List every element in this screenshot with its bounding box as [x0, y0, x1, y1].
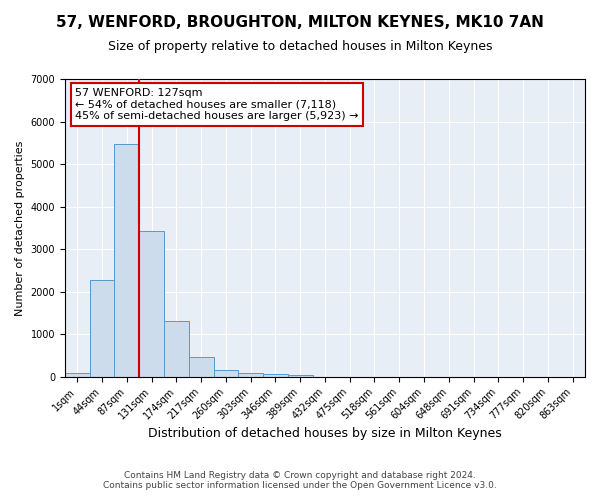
Bar	[139, 231, 164, 376]
X-axis label: Distribution of detached houses by size in Milton Keynes: Distribution of detached houses by size …	[148, 427, 502, 440]
Bar	[189, 356, 214, 376]
Text: Size of property relative to detached houses in Milton Keynes: Size of property relative to detached ho…	[108, 40, 492, 53]
Text: Contains HM Land Registry data © Crown copyright and database right 2024.
Contai: Contains HM Land Registry data © Crown c…	[103, 470, 497, 490]
Bar	[89, 280, 115, 376]
Bar	[65, 374, 89, 376]
Text: 57 WENFORD: 127sqm
← 54% of detached houses are smaller (7,118)
45% of semi-deta: 57 WENFORD: 127sqm ← 54% of detached hou…	[76, 88, 359, 121]
Y-axis label: Number of detached properties: Number of detached properties	[15, 140, 25, 316]
Text: 57, WENFORD, BROUGHTON, MILTON KEYNES, MK10 7AN: 57, WENFORD, BROUGHTON, MILTON KEYNES, M…	[56, 15, 544, 30]
Bar	[214, 370, 238, 376]
Bar	[238, 373, 263, 376]
Bar	[263, 374, 288, 376]
Bar	[164, 321, 189, 376]
Bar	[115, 144, 139, 376]
